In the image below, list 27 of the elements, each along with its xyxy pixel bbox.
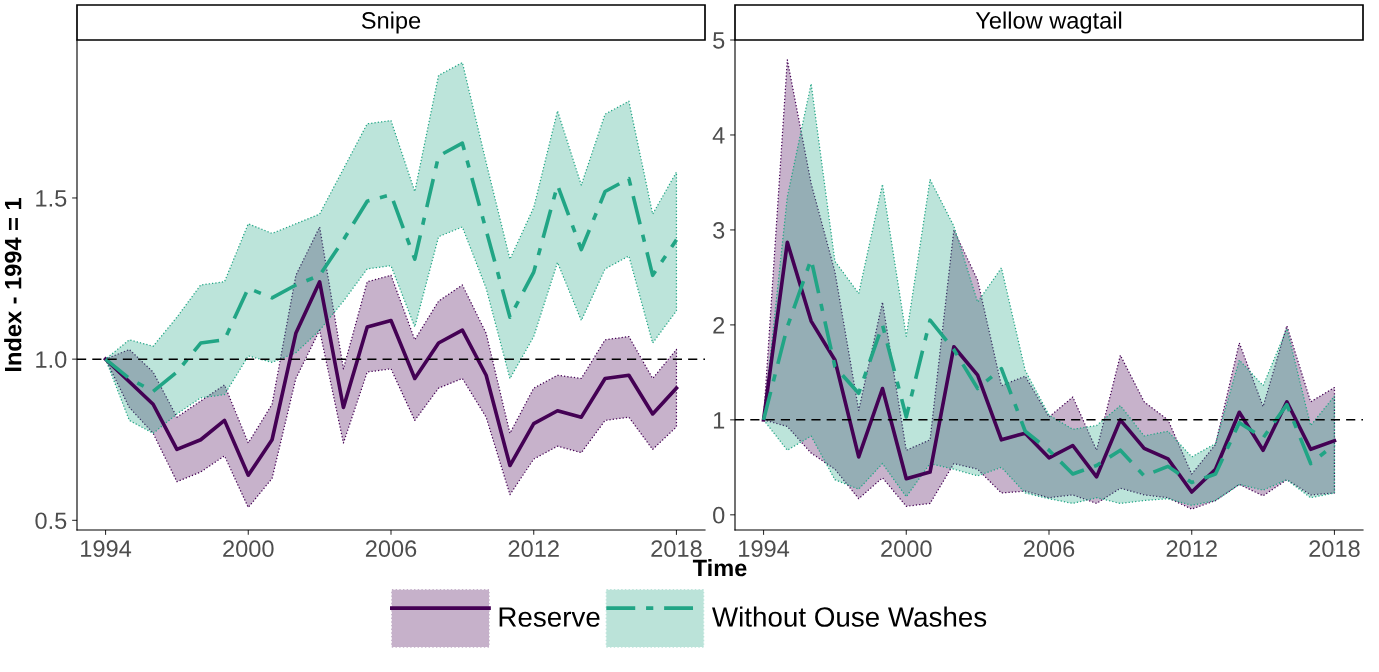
y-tick-label: 4 <box>712 127 725 144</box>
chart-title: Snipe <box>361 11 421 34</box>
x-tick-label: 2000 <box>881 540 932 558</box>
x-axis-title: Time <box>692 558 747 577</box>
y-tick-label: 1.0 <box>36 351 67 368</box>
x-tick-label: 2000 <box>223 540 274 558</box>
y-tick-label: 1 <box>713 412 725 429</box>
y-axis-title: Index - 1994 = 1 <box>4 198 22 372</box>
line-series <box>103 141 679 394</box>
x-tick-label: 1994 <box>81 540 132 558</box>
y-tick-label: 3 <box>713 221 725 239</box>
x-tick-label: 1994 <box>739 540 790 558</box>
y-tick-label: 2 <box>713 316 725 334</box>
line-series <box>103 279 679 478</box>
legend-label: Reserve <box>499 607 600 627</box>
x-tick-label: 2012 <box>508 540 559 558</box>
y-tick-label: 5 <box>713 32 725 49</box>
x-tick-label: 2006 <box>1023 540 1075 558</box>
x-tick-label: 2018 <box>1309 540 1360 558</box>
x-tick-label: 2006 <box>365 540 417 558</box>
y-tick-label: 0.5 <box>35 512 67 530</box>
y-tick-label: 0 <box>713 506 725 524</box>
legend-label: Without Ouse Washes <box>712 606 987 627</box>
y-tick-label: 1.5 <box>36 190 67 207</box>
x-tick-label: 2012 <box>1166 540 1217 558</box>
x-tick-label: 2018 <box>651 540 702 558</box>
chart-title: Yellow wagtail <box>975 11 1122 34</box>
